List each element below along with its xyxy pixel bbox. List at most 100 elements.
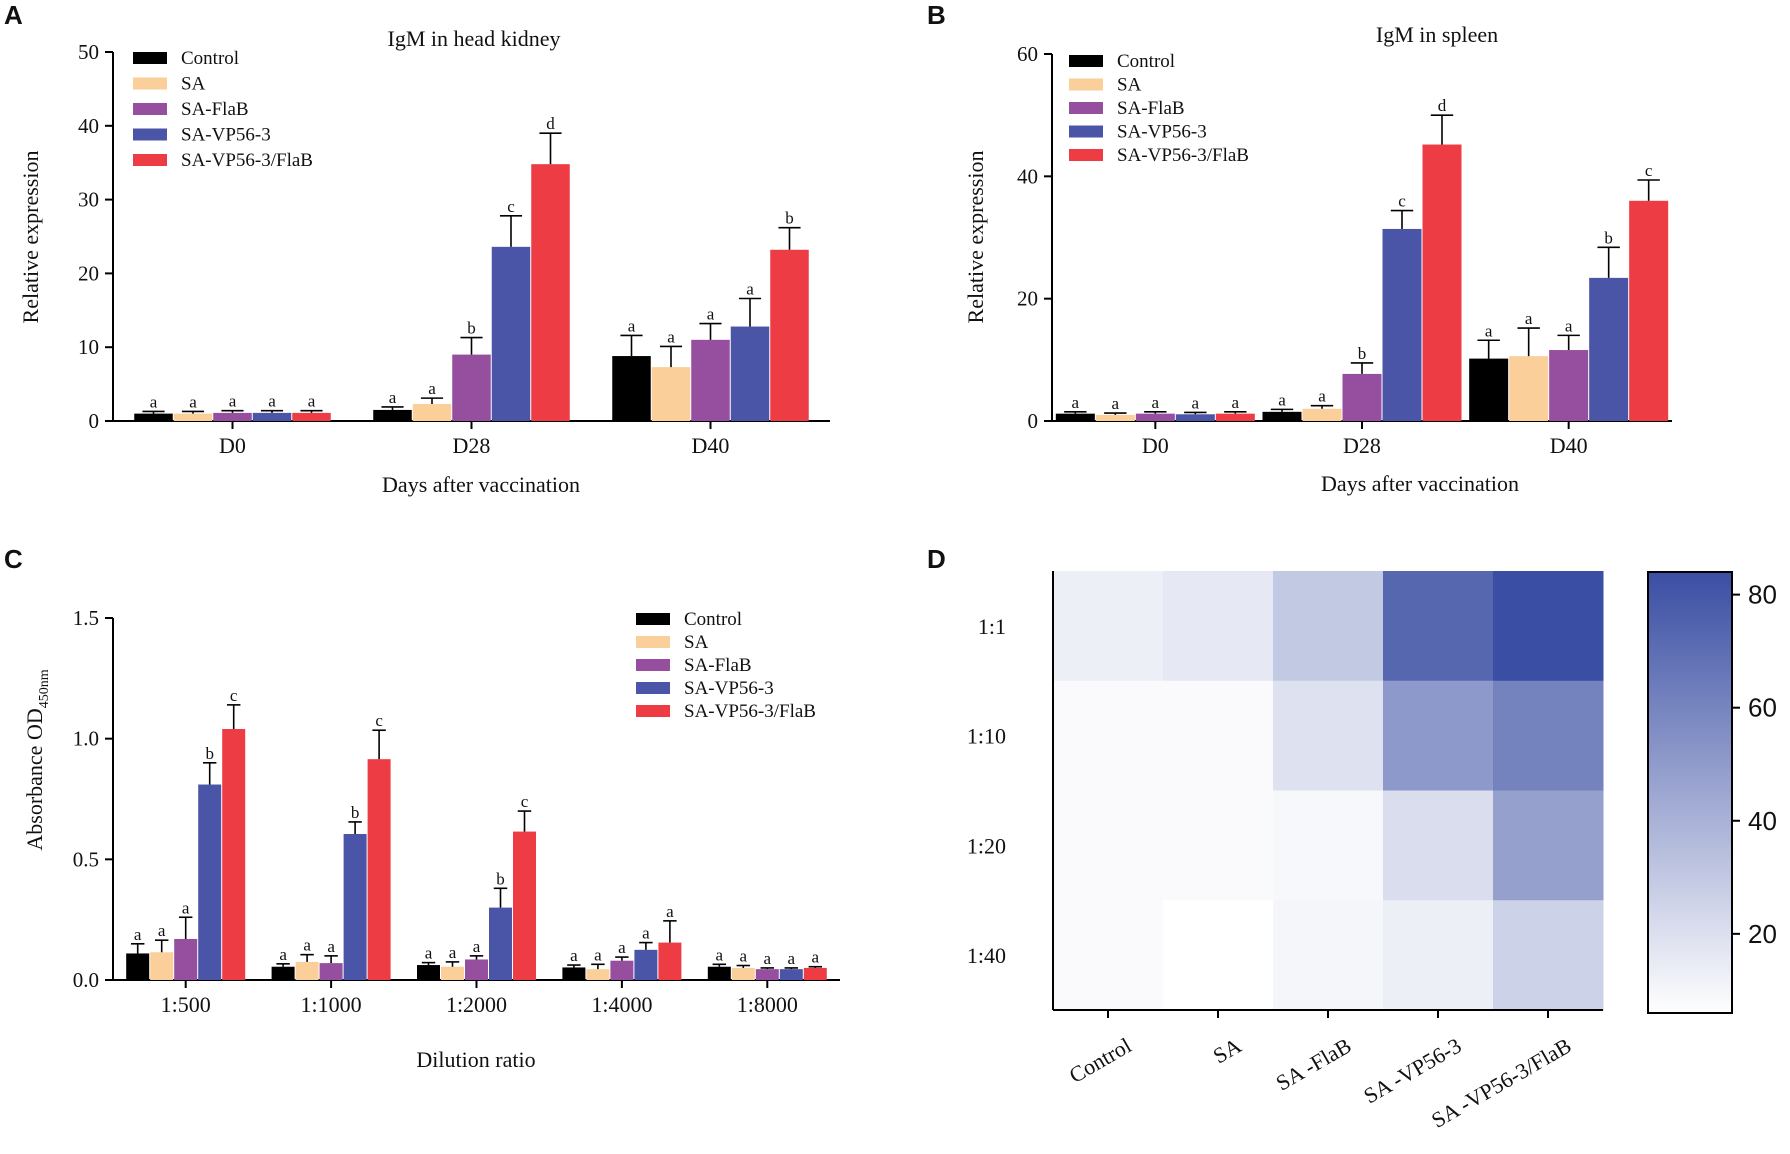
bar-sa-vp56-3 xyxy=(491,246,531,421)
significance-letter: a xyxy=(666,902,674,921)
bar-sa-vp56-3-flab xyxy=(770,249,809,421)
legend-swatch-sa-flab xyxy=(636,659,670,671)
heatmap-cell xyxy=(1383,680,1494,791)
legend-label-sa-vp56-3: SA-VP56-3 xyxy=(684,678,774,699)
heatmap-cell xyxy=(1273,790,1384,901)
significance-letter: a xyxy=(279,945,287,964)
column-label: Control xyxy=(1065,1033,1136,1088)
legend-label-control: Control xyxy=(684,609,742,630)
bar-sa-flab xyxy=(691,339,730,421)
y-tick-label: 50 xyxy=(78,40,99,64)
colorbar-tick-label: 80 xyxy=(1748,580,1777,610)
bar-sa-vp56-3-flab xyxy=(513,831,536,980)
significance-letter: d xyxy=(546,114,555,133)
heatmap-cell xyxy=(1493,900,1604,1011)
y-tick-label: 0 xyxy=(89,409,100,433)
significance-letter: a xyxy=(134,925,142,944)
bar-control xyxy=(271,966,295,980)
significance-letter: a xyxy=(229,392,237,411)
row-label: 1:1 xyxy=(978,614,1006,639)
heatmap-cell xyxy=(1163,900,1274,1011)
heatmap-cell xyxy=(1163,571,1274,682)
heatmap-cell xyxy=(1493,571,1604,682)
bar-sa-vp56-3 xyxy=(343,833,367,980)
significance-letter: a xyxy=(428,379,436,398)
y-tick-label: 0.5 xyxy=(73,847,99,871)
x-axis-label: Days after vaccination xyxy=(1321,471,1519,496)
significance-letter: a xyxy=(746,279,754,298)
panel-c: C 0.0 0.5 1.0 1.5 1:500 1:1000 1:2000 1:4000 1:80… xyxy=(4,544,840,1072)
legend-swatch-sa-vp56-3 xyxy=(133,128,167,141)
y-tick-label: 0 xyxy=(1028,409,1039,433)
significance-letter: a xyxy=(1318,387,1326,406)
x-tick-label: 1:1000 xyxy=(301,992,362,1017)
legend-swatch-sa xyxy=(636,636,670,648)
x-tick-label: D28 xyxy=(1343,433,1381,458)
significance-letter: a xyxy=(1112,394,1120,413)
significance-letter: b xyxy=(351,803,360,822)
heatmap-cell xyxy=(1163,680,1274,791)
significance-letter: a xyxy=(812,948,820,967)
x-tick-label: D0 xyxy=(1142,433,1169,458)
legend-swatch-sa-vp56-3 xyxy=(636,682,670,694)
x-tick-label: D28 xyxy=(453,433,491,458)
significance-letter: a xyxy=(150,392,158,411)
bar-sa-flab xyxy=(1549,350,1589,421)
heatmap-cell xyxy=(1053,790,1164,901)
bar-sa xyxy=(1509,356,1549,421)
significance-letter: a xyxy=(764,949,772,968)
heatmap-cell xyxy=(1383,790,1494,901)
significance-letter: a xyxy=(449,943,457,962)
bar-sa xyxy=(173,413,213,421)
y-tick-label: 60 xyxy=(1017,42,1038,66)
legend-label-sa: SA xyxy=(181,74,206,95)
heatmap-cell xyxy=(1273,680,1384,791)
panel-letter: D xyxy=(927,544,946,574)
legend-label-sa-flab: SA-FlaB xyxy=(1117,98,1185,119)
x-tick-label: 1:500 xyxy=(161,992,211,1017)
bar-sa xyxy=(441,966,464,980)
significance-letter: a xyxy=(268,392,276,411)
heatmap-cell xyxy=(1053,571,1164,682)
bar-sa xyxy=(412,404,452,421)
colorbar-tick-label: 40 xyxy=(1748,806,1777,836)
column-label: SA -FlaB xyxy=(1272,1033,1356,1096)
bar-sa-vp56-3 xyxy=(252,412,292,421)
y-tick-label: 0.0 xyxy=(73,968,99,992)
significance-letter: a xyxy=(473,937,481,956)
legend-label-sa-vp56-3: SA-VP56-3 xyxy=(181,125,271,146)
legend-swatch-sa-vp56-3 xyxy=(1069,125,1103,138)
bar-control xyxy=(126,953,150,980)
significance-letter: a xyxy=(594,945,602,964)
panel-letter: A xyxy=(4,0,23,30)
bar-sa-vp56-3-flab xyxy=(1422,144,1462,421)
bar-control xyxy=(562,967,586,980)
row-label: 1:10 xyxy=(967,724,1006,749)
bar-sa-flab xyxy=(213,412,252,421)
heatmap-cell xyxy=(1493,680,1604,791)
panel-b: B IgM in spleen 0 20 40 60 D0 D28 D40 Days after … xyxy=(927,0,1672,496)
heatmap-cell xyxy=(1053,680,1164,791)
significance-letter: b xyxy=(496,869,505,888)
y-axis-label-subscript: 450nm xyxy=(37,669,52,708)
legend-swatch-control xyxy=(636,613,670,625)
significance-letter: a xyxy=(570,946,578,965)
row-label: 1:40 xyxy=(967,943,1006,968)
heatmap-cell xyxy=(1493,790,1604,901)
significance-letter: c xyxy=(375,711,383,730)
bar-sa-vp56-3-flab xyxy=(367,759,391,980)
bar-sa-flab xyxy=(1135,413,1175,421)
significance-letter: a xyxy=(1152,393,1160,412)
significance-letter: a xyxy=(1278,390,1286,409)
y-tick-label: 1.5 xyxy=(73,606,99,630)
bar-sa xyxy=(150,952,174,980)
bar-sa xyxy=(731,967,755,980)
significance-letter: a xyxy=(628,316,636,335)
bar-sa-flab xyxy=(465,959,488,980)
bar-sa-flab xyxy=(452,354,491,421)
column-label: SA xyxy=(1209,1033,1246,1069)
heatmap-cell xyxy=(1053,900,1164,1011)
legend-label-sa-vp56-3-flab: SA-VP56-3/FlaB xyxy=(1117,145,1249,166)
colorbar-tick-label: 20 xyxy=(1748,919,1777,949)
bar-sa-vp56-3-flab xyxy=(292,412,331,421)
